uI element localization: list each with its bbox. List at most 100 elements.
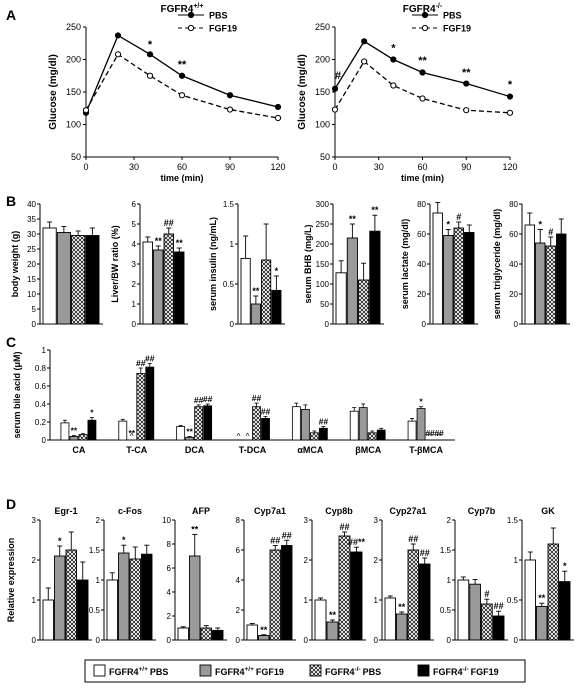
data-point [226, 106, 234, 113]
bar [432, 212, 443, 325]
y-tick-label: 50 [320, 152, 330, 162]
bar [71, 235, 86, 325]
data-point [178, 92, 186, 99]
bar [77, 579, 89, 641]
bar [250, 303, 261, 325]
data-point [390, 82, 397, 89]
y-tick-label: 0.6 [35, 382, 47, 391]
significance-mark: * [90, 408, 94, 418]
significance-mark: ** [349, 214, 357, 224]
significance-mark: # [456, 212, 461, 222]
data-point [419, 69, 426, 76]
y-tick-label: 200 [315, 55, 330, 65]
significance-mark: * [275, 266, 279, 276]
data-point [361, 58, 368, 65]
panel-letter-D: D [6, 496, 16, 512]
y-tick-label: 8 [236, 516, 241, 525]
significance-mark: ## [164, 218, 174, 228]
y-tick-label: 20 [417, 290, 426, 299]
bar [416, 408, 426, 441]
y-axis-label: Relative expression [6, 538, 16, 623]
bar [492, 615, 505, 641]
bar [481, 603, 493, 641]
below-detection-mark: ^ [437, 432, 441, 441]
y-tick-label: 1.5 [440, 546, 452, 555]
y-tick-label: 5 [32, 305, 37, 314]
y-tick-label: 10 [162, 516, 171, 525]
x-tick-label: 30 [374, 162, 384, 172]
y-tick-label: 150 [315, 87, 330, 97]
significance-mark: * [419, 397, 423, 407]
significance-mark: ** [176, 238, 184, 248]
y-tick-label: 0 [96, 636, 101, 645]
legend-base: FGFR4 [325, 667, 355, 677]
data-point [506, 109, 514, 116]
significance-mark: ** [462, 67, 471, 79]
y-tick-label: 0 [230, 320, 235, 329]
x-tick-label: 60 [177, 162, 187, 172]
y-tick-label: 150 [316, 260, 330, 269]
group-legend: FGFR4+/+ PBS FGFR4+/+ FGF19 FGFR4-/- PBS FGFR4… [84, 659, 526, 683]
legend-swatch [199, 664, 212, 677]
x-category-label: αMCA [297, 445, 324, 455]
bar [261, 259, 272, 325]
y-tick-label: 2 [304, 556, 309, 565]
data-point [361, 38, 368, 45]
bar [358, 407, 368, 441]
bar [300, 408, 310, 441]
series-line-fgf19 [334, 60, 511, 114]
y-tick-label: 0.5 [507, 596, 519, 605]
bar [464, 232, 475, 325]
bar [258, 635, 270, 641]
significance-mark: ** [186, 426, 193, 436]
y-tick-label: 0.5 [223, 280, 235, 289]
significance-mark: ## [339, 522, 349, 532]
y-tick-label: 4 [236, 576, 241, 585]
significance-mark: ## [282, 530, 292, 540]
significance-mark: ** [418, 55, 427, 67]
significance-mark: ** [538, 593, 546, 603]
significance-mark: * [538, 220, 542, 230]
bar [54, 555, 66, 641]
bar [129, 558, 141, 641]
bar [376, 429, 386, 441]
bar [309, 432, 319, 441]
legend-base: FGFR4 [109, 667, 139, 677]
bar [271, 289, 282, 325]
data-point [274, 103, 282, 111]
bar [141, 553, 153, 641]
y-tick-label: 6 [236, 546, 241, 555]
significance-mark: ** [128, 428, 135, 438]
legend-suffix: FGF19 [471, 667, 499, 677]
bar-chart: 0 1 2 3 ** ## ##** Cyp8b [304, 506, 366, 645]
significance-mark: ## [319, 417, 329, 427]
bar [176, 426, 186, 441]
bar [136, 372, 146, 441]
bar [547, 543, 559, 641]
x-tick-label: 90 [225, 162, 235, 172]
data-point [463, 80, 470, 87]
y-axis-label: Glucose (mg/dl) [48, 54, 59, 130]
y-axis-label: serum lactate (mg/dl) [400, 219, 410, 310]
bar [419, 563, 431, 641]
y-tick-label: 1 [32, 596, 37, 605]
data-point [463, 107, 470, 114]
legend-base: FGFR4 [215, 667, 245, 677]
y-tick-label: 0 [132, 320, 137, 329]
y-tick-label: 3 [32, 516, 37, 525]
bar [65, 549, 77, 641]
x-tick-label: 90 [461, 162, 471, 172]
legend-label: PBS [443, 11, 462, 21]
subplot-title: Cyp7b [468, 506, 496, 516]
bar [457, 579, 470, 641]
bar-chart: 0 20 40 60 80 * # serum triglyceride (mg/dl) [492, 200, 570, 329]
y-tick-label: 8 [167, 540, 172, 549]
bar [269, 549, 281, 641]
below-detection-mark: ^ [246, 432, 250, 441]
significance-mark: # [484, 589, 489, 599]
bar [78, 434, 88, 441]
y-tick-label: 0.5 [440, 606, 452, 615]
y-tick-label: 100 [315, 120, 330, 130]
subplot-title: Egr-1 [54, 506, 77, 516]
y-tick-label: 35 [27, 215, 36, 224]
